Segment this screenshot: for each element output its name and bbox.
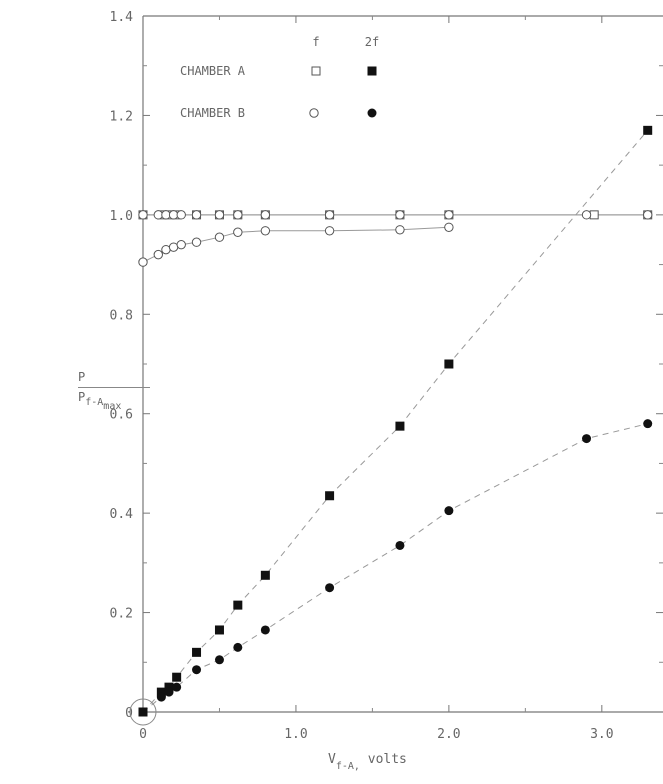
y-tick-label: 1.4 [110,10,134,25]
y-tick-label: 0.4 [110,507,134,522]
x-tick-label: 0 [139,727,147,742]
data-point [192,647,202,657]
data-point [138,257,148,267]
data-point [260,210,271,220]
data-point [172,672,182,682]
data-point [214,232,225,242]
legend-label-chamber-b: CHAMBER B [180,106,245,120]
data-point [214,210,225,220]
data-point [582,434,592,444]
y-tick-label: 1.2 [110,109,133,124]
data-point [233,227,243,237]
data-point [164,682,174,692]
data-point [168,242,179,252]
legend-marker-b-f [309,108,319,118]
y-tick-label: 0.2 [110,607,133,622]
data-point [325,583,335,593]
data-point [153,249,163,260]
data-point [233,600,243,610]
data-point [395,210,405,220]
data-point [138,210,148,220]
series-line [142,423,648,713]
data-point [324,226,335,236]
x-tick-label: 1.0 [284,727,307,742]
data-point [324,210,335,220]
y-tick-label: 0.6 [110,408,133,423]
x-tick-label: 2.0 [437,727,460,742]
data-point [260,570,270,580]
data-point [161,210,171,220]
y-axis-title-fraction-bar [78,387,150,388]
data-point [156,692,166,702]
data-point [444,210,454,220]
data-point [444,506,454,516]
data-point [260,226,271,236]
data-point [138,707,148,717]
data-point [260,625,270,635]
data-point [172,682,182,692]
data-point [191,237,202,247]
data-point [214,655,224,665]
origin-circle [129,698,157,726]
data-point [395,225,405,235]
y-tick-label: 1.0 [110,209,133,224]
y-axis-title-denominator: Pf-Amax [78,390,122,412]
x-tick-label: 3.0 [590,727,613,742]
data-point [176,210,186,220]
data-point [191,210,202,220]
legend-label-chamber-a: CHAMBER A [180,64,246,78]
data-point [643,419,653,429]
y-tick-label: 0 [125,706,133,721]
data-point [156,687,166,697]
data-point [589,210,599,220]
data-point [444,222,454,232]
y-axis-title: P Pf-Amax [78,370,150,414]
legend-marker-a-f [311,66,321,76]
y-axis-title-numerator: P [78,370,86,384]
data-point [176,239,186,250]
data-point [444,359,454,369]
data-point [168,210,179,220]
data-point [161,244,171,255]
data-point [214,625,224,635]
legend-header-f: f [312,35,319,49]
data-point [192,665,202,675]
legend-header-2f: 2f [365,35,379,49]
data-point [233,642,243,652]
data-point [395,540,405,550]
x-axis-title: Vf-A, volts [328,752,407,772]
data-point [581,210,592,220]
y-tick-label: 0.8 [110,308,133,323]
data-point [325,491,335,501]
legend-marker-b-2f [367,108,377,118]
data-point [643,210,653,220]
data-point [643,125,653,135]
data-point [233,210,243,220]
data-point [153,210,163,220]
data-point [395,421,405,431]
legend-marker-a-2f [367,66,377,76]
data-point [164,687,174,697]
